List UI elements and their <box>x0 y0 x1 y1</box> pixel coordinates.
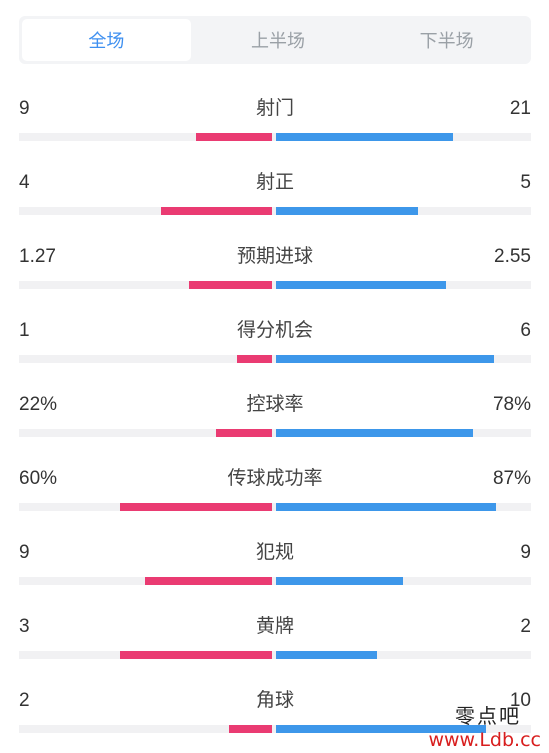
stat-track <box>19 651 531 659</box>
stat-track <box>19 503 531 511</box>
stat-row: 1 得分机会 6 <box>19 319 531 379</box>
watermark-url: www.Ldb.cc <box>428 729 541 751</box>
home-bar <box>216 429 272 437</box>
stat-row: 4 射正 5 <box>19 171 531 231</box>
away-value: 5 <box>520 172 531 193</box>
stat-row: 22% 控球率 78% <box>19 393 531 453</box>
away-bar <box>276 429 473 437</box>
stat-track <box>19 725 531 733</box>
stat-track <box>19 133 531 141</box>
home-value: 9 <box>19 542 30 563</box>
home-value: 9 <box>19 98 30 119</box>
stat-track <box>19 429 531 437</box>
away-value: 2 <box>520 616 531 637</box>
stat-track <box>19 577 531 585</box>
away-bar <box>276 207 418 215</box>
home-value: 22% <box>19 394 58 415</box>
home-bar <box>145 577 272 585</box>
stat-label: 角球 <box>255 690 294 711</box>
home-value: 1.27 <box>19 246 56 267</box>
home-bar <box>189 281 272 289</box>
home-value: 3 <box>19 616 30 637</box>
home-value: 1 <box>19 320 30 341</box>
away-bar <box>276 133 453 141</box>
stat-row: 9 犯规 9 <box>19 541 531 601</box>
home-bar <box>229 725 272 733</box>
watermark-name: 零点吧 <box>455 704 521 728</box>
away-value: 2.55 <box>494 246 531 267</box>
tab-first-half[interactable]: 上半场 <box>251 31 305 51</box>
stat-track <box>19 207 531 215</box>
home-bar <box>161 207 272 215</box>
away-value: 10 <box>509 690 531 711</box>
away-bar <box>276 725 486 733</box>
away-value: 87% <box>492 468 531 489</box>
stat-row: 60% 传球成功率 87% <box>19 467 531 527</box>
away-bar <box>276 281 446 289</box>
home-value: 60% <box>19 468 58 489</box>
home-bar <box>196 133 272 141</box>
stat-label: 犯规 <box>255 542 294 563</box>
stat-label: 射正 <box>255 172 294 193</box>
stat-track <box>19 355 531 363</box>
stat-label: 黄牌 <box>255 616 294 637</box>
stat-label: 得分机会 <box>236 320 313 341</box>
away-value: 78% <box>492 394 531 415</box>
away-bar <box>276 577 403 585</box>
stat-track <box>19 281 531 289</box>
home-value: 4 <box>19 172 30 193</box>
home-bar <box>237 355 272 363</box>
stat-label: 传球成功率 <box>227 468 323 489</box>
away-value: 21 <box>509 98 531 119</box>
period-tabs: 全场 上半场 下半场 <box>19 16 531 64</box>
home-bar <box>120 651 272 659</box>
stat-row: 9 射门 21 <box>19 97 531 157</box>
stat-row: 1.27 预期进球 2.55 <box>19 245 531 305</box>
stat-label: 控球率 <box>246 394 304 415</box>
away-bar <box>276 355 494 363</box>
home-bar <box>120 503 272 511</box>
stat-label: 预期进球 <box>236 246 313 267</box>
stat-label: 射门 <box>255 98 294 119</box>
watermark: 零点吧 www.Ldb.cc <box>428 700 541 751</box>
away-value: 6 <box>520 320 531 341</box>
away-bar <box>276 651 377 659</box>
away-bar <box>276 503 496 511</box>
stat-row: 3 黄牌 2 <box>19 615 531 675</box>
tab-full-match[interactable]: 全场 <box>22 19 191 61</box>
home-value: 2 <box>19 690 30 711</box>
tab-second-half[interactable]: 下半场 <box>419 31 474 51</box>
away-value: 9 <box>520 542 531 563</box>
stat-row: 2 角球 10 <box>19 689 531 749</box>
